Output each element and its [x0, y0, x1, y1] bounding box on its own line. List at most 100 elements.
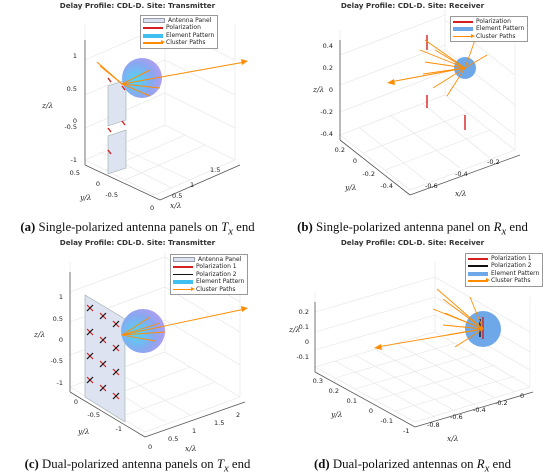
- cluster-paths: [121, 308, 246, 342]
- svg-text:-0.4: -0.4: [380, 182, 393, 190]
- svg-text:-0.5: -0.5: [64, 123, 77, 131]
- svg-text:-1: -1: [71, 156, 77, 164]
- cluster-path-arrowhead: [387, 79, 395, 85]
- y-axis-label: y/λ: [77, 427, 90, 436]
- panel-a-legend: Antenna Panel Polarization Element Patte…: [140, 15, 219, 49]
- panel-d-grid: [314, 262, 531, 423]
- svg-text:0: 0: [369, 407, 373, 415]
- svg-text:0: 0: [150, 204, 154, 212]
- polarization-markers: [107, 77, 126, 155]
- svg-text:0: 0: [74, 398, 78, 406]
- svg-text:-0.6: -0.6: [425, 182, 438, 190]
- svg-text:2: 2: [236, 411, 240, 419]
- panel-b-plot: 0.4 0.2 0 -0.2 -0.4 0.2 0 -0.2 -0.4 -0.6…: [312, 10, 521, 198]
- svg-text:1.5: 1.5: [214, 419, 224, 427]
- svg-text:-0.6: -0.6: [450, 413, 463, 421]
- svg-text:0.5: 0.5: [67, 85, 77, 93]
- svg-text:-0.5: -0.5: [105, 191, 118, 199]
- x-axis-label: x/λ: [455, 189, 467, 198]
- antenna-panel: [84, 294, 126, 423]
- panel-a-caption: (a) Single-polarized antenna panels on T…: [20, 220, 255, 238]
- panel-a-axes: [84, 40, 241, 201]
- svg-text:0.5: 0.5: [53, 315, 63, 323]
- panel-b-title: Delay Profile: CDL-D. Site: Receiver: [340, 1, 485, 10]
- panel-b-axes: [339, 40, 521, 196]
- panel-d-axes: [314, 302, 534, 428]
- cluster-path-arrowhead: [241, 306, 248, 312]
- svg-text:0.3: 0.3: [313, 377, 323, 385]
- svg-text:0.2: 0.2: [335, 146, 345, 154]
- panel-d-ticks: 0.2 0.1 0 -0.1 0.3 0.2 0.1 0 -0.1 -1 -0.…: [296, 308, 524, 435]
- svg-text:0.1: 0.1: [347, 397, 357, 405]
- svg-text:-0.4: -0.4: [455, 170, 468, 178]
- panel-b: 0.4 0.2 0 -0.2 -0.4 0.2 0 -0.2 -0.4 -0.6…: [275, 0, 550, 238]
- z-axis-label: z/λ: [33, 330, 45, 339]
- panel-a-ticks: 1 0.5 0 -0.5 -1 0.5 0 -0.5 0 0.5 1 1.5: [64, 52, 220, 212]
- panel-c-axes: [69, 272, 246, 438]
- panel-a-plot: 1 0.5 0 -0.5 -1 0.5 0 -0.5 0 0.5 1 1.5 z…: [41, 20, 248, 212]
- svg-text:0: 0: [59, 336, 63, 344]
- svg-text:0.5: 0.5: [70, 169, 80, 177]
- svg-text:-0.2: -0.2: [495, 399, 508, 407]
- y-axis-label: y/λ: [344, 183, 357, 192]
- svg-text:-0.5: -0.5: [87, 411, 100, 419]
- antenna-panel-lower: [107, 129, 127, 175]
- panel-a-title: Delay Profile: CDL-D. Site: Transmitter: [59, 1, 216, 10]
- y-axis-label: y/λ: [79, 193, 92, 202]
- panel-c-plot: 1 0.5 0 -0.5 -1 0 -0.5 -1 0 0.5 1 1.5 2 …: [33, 252, 248, 453]
- x-axis-label: x/λ: [447, 434, 459, 443]
- panel-c-title: Delay Profile: CDL-D. Site: Transmitter: [59, 238, 216, 247]
- svg-text:-0.4: -0.4: [320, 130, 333, 138]
- svg-text:-0.4: -0.4: [473, 406, 486, 414]
- svg-text:-0.1: -0.1: [296, 353, 309, 361]
- z-axis-label: z/λ: [312, 85, 324, 94]
- svg-text:0: 0: [148, 443, 152, 451]
- panel-b-ticks: 0.4 0.2 0 -0.2 -0.4 0.2 0 -0.2 -0.4 -0.6…: [320, 42, 499, 190]
- z-axis-label: z/λ: [41, 101, 53, 110]
- svg-text:1: 1: [190, 181, 194, 189]
- panel-d-title: Delay Profile: CDL-D. Site: Receiver: [340, 238, 485, 247]
- svg-text:0: 0: [305, 338, 309, 346]
- svg-text:-0.2: -0.2: [320, 108, 333, 116]
- svg-text:0.1: 0.1: [299, 323, 309, 331]
- svg-text:0: 0: [73, 117, 77, 125]
- svg-text:0.5: 0.5: [168, 435, 178, 443]
- cluster-paths: [389, 39, 488, 97]
- svg-text:0.2: 0.2: [323, 64, 333, 72]
- svg-text:-0.2: -0.2: [362, 170, 375, 178]
- panel-a: 1 0.5 0 -0.5 -1 0.5 0 -0.5 0 0.5 1 1.5 z…: [0, 0, 275, 238]
- panel-c-caption: (c) Dual-polarized antenna panels on Tx …: [24, 457, 251, 475]
- panel-b-legend: Polarization Element Pattern Cluster Pat…: [450, 16, 529, 43]
- cluster-paths: [96, 61, 246, 97]
- antenna-panel-upper: [107, 79, 127, 127]
- svg-text:0: 0: [329, 86, 333, 94]
- panel-d: 0.2 0.1 0 -0.1 0.3 0.2 0.1 0 -0.1 -1 -0.…: [275, 237, 550, 475]
- svg-text:1: 1: [192, 427, 196, 435]
- panel-c-legend: Antenna Panel Polarization 1 Polarizatio…: [170, 254, 249, 296]
- svg-text:0.4: 0.4: [323, 42, 333, 50]
- cluster-path-arrowhead: [374, 344, 382, 350]
- panel-d-plot: 0.2 0.1 0 -0.1 0.3 0.2 0.1 0 -0.1 -1 -0.…: [288, 262, 534, 443]
- svg-text:-0.5: -0.5: [50, 357, 63, 365]
- panel-c-ticks: 1 0.5 0 -0.5 -1 0 -0.5 -1 0 0.5 1 1.5 2: [50, 293, 240, 451]
- svg-text:1: 1: [73, 52, 77, 60]
- dual-polarization-markers: [86, 304, 120, 400]
- panel-d-caption: (d) Dual-polarized antennas on Rx end: [314, 457, 511, 475]
- svg-text:-0.8: -0.8: [427, 421, 440, 429]
- svg-text:1: 1: [59, 293, 63, 301]
- svg-text:-1: -1: [116, 425, 122, 433]
- panel-d-legend: Polarization 1 Polarization 2 Element Pa…: [465, 253, 544, 287]
- svg-text:-1: -1: [57, 379, 63, 387]
- svg-text:0: 0: [520, 392, 524, 400]
- y-axis-label: y/λ: [330, 410, 343, 419]
- svg-text:-1: -1: [403, 427, 409, 435]
- cluster-path-arrowhead: [241, 59, 248, 65]
- x-axis-label: x/λ: [185, 444, 197, 453]
- svg-text:1.5: 1.5: [210, 166, 220, 174]
- panel-b-caption: (b) Single-polarized antenna panel on Rx…: [297, 220, 528, 238]
- svg-text:0.2: 0.2: [329, 387, 339, 395]
- svg-text:-0.1: -0.1: [380, 417, 393, 425]
- svg-text:0: 0: [353, 157, 357, 165]
- cluster-paths: [376, 288, 484, 348]
- x-axis-label: x/λ: [170, 201, 182, 210]
